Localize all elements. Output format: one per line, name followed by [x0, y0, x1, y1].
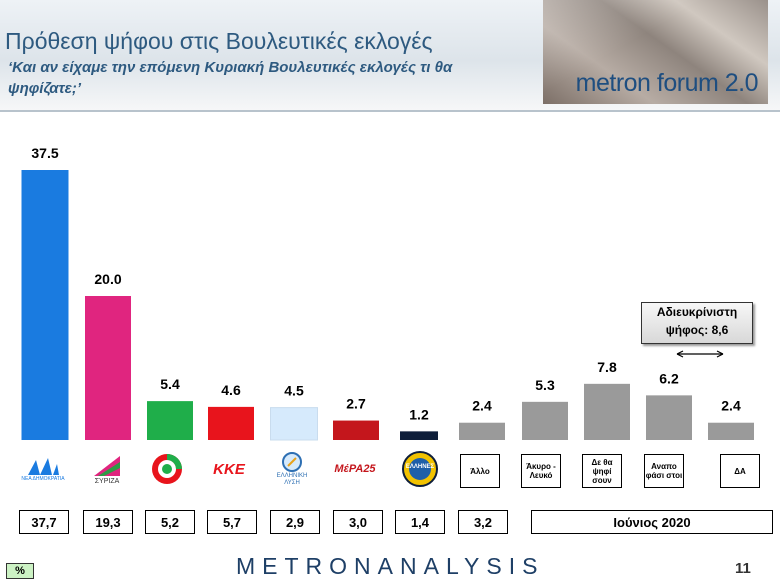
- kke-logo-text: ΚΚΕ: [213, 460, 245, 478]
- nd-logo: ΝΕΑ ΔΗΜΟΚΡΑΤΙΑ: [21, 448, 65, 490]
- bar-elliniki-lysi: [270, 407, 318, 441]
- tag-de-tha-psifisoun: Δε θα ψηφί σουν: [582, 454, 622, 488]
- previous-value-nd: 37,7: [19, 510, 69, 534]
- bar-nd: [21, 170, 69, 440]
- previous-value-kke: 5,7: [207, 510, 257, 534]
- bar-chart: 37.5 20.0 5.4 4.6 4.5 2.7 1.2 2.4 5.3 7.8 6.2 2.4: [21, 145, 754, 441]
- syriza-logo: ΣΥΡΙΖΑ: [86, 448, 128, 490]
- mera25-logo: ΜέΡΑ25: [332, 448, 378, 490]
- page-number: 11: [735, 560, 751, 577]
- value-label-ellines: 1.2: [409, 406, 429, 422]
- bar-anapofasistoi: [646, 395, 692, 440]
- bar-allo: [459, 422, 505, 440]
- value-label-elliniki-lysi: 4.5: [284, 383, 304, 399]
- header-divider: [0, 110, 780, 112]
- value-label-kke: 4.6: [221, 382, 241, 398]
- undecided-annotation: Αδιευκρίνιστη ψήφος: 8,6: [641, 302, 753, 344]
- bar-syriza: [85, 296, 131, 440]
- syriza-logo-text: ΣΥΡΙΖΑ: [94, 477, 120, 485]
- tag-akyro-lefko: Άκυρο - Λευκό: [521, 454, 561, 488]
- bar-da: [708, 422, 754, 440]
- elliniki-lysi-logo-text: ΕΛΛΗΝΙΚΗ ΛΥΣΗ: [276, 473, 308, 486]
- previous-value-ellines: 1,4: [395, 510, 445, 534]
- mera25-logo-text: ΜέΡΑ25: [334, 463, 376, 475]
- page-subtitle: ‘Και αν είχαμε την επόμενη Κυριακή Βουλε…: [8, 59, 453, 97]
- page-title: Πρόθεση ψήφου στις Βουλευτικές εκλογές: [5, 28, 433, 54]
- footer-logo: METRONANALYSIS: [236, 553, 545, 579]
- tag-da: ΔΑ: [720, 454, 760, 488]
- previous-value-elliniki-lysi: 2,9: [270, 510, 320, 534]
- ellines-logo-text: ΕΛΛΗΝΕΣ: [405, 464, 435, 470]
- value-label-nd: 37.5: [31, 145, 58, 161]
- bar-mera25: [333, 420, 379, 440]
- previous-value-allo: 3,2: [458, 510, 508, 534]
- annotation-arrowhead-right: [716, 350, 724, 358]
- nd-logo-text: ΝΕΑ ΔΗΜΟΚΡΑΤΙΑ: [21, 476, 65, 482]
- previous-period-label: Ιούνιος 2020: [531, 510, 773, 534]
- previous-value-kinal: 5,2: [145, 510, 195, 534]
- value-label-akyro-lefko: 5.3: [535, 377, 555, 393]
- bar-de-tha-psifisoun: [584, 383, 630, 440]
- value-label-anapofasistoi: 6.2: [659, 370, 679, 386]
- banner-text: metron forum 2.0: [575, 69, 759, 97]
- kke-logo: ΚΚΕ: [208, 448, 250, 490]
- elliniki-lysi-logo: ΕΛΛΗΝΙΚΗ ΛΥΣΗ: [270, 448, 314, 490]
- tag-anapofasistoi: Αναπο φάσι στοι: [644, 454, 684, 488]
- kinal-logo: [146, 448, 188, 490]
- ellines-logo: ΕΛΛΗΝΕΣ: [397, 448, 443, 490]
- value-label-mera25: 2.7: [346, 396, 366, 412]
- value-label-da: 2.4: [721, 398, 741, 414]
- bar-akyro-lefko: [522, 401, 568, 440]
- value-label-syriza: 20.0: [94, 271, 121, 287]
- tag-allo: Άλλο: [460, 454, 500, 488]
- previous-value-mera25: 3,0: [333, 510, 383, 534]
- bar-ellines: [400, 431, 438, 440]
- bar-kinal: [147, 401, 193, 440]
- bar-kke: [208, 406, 254, 440]
- value-label-de-tha-psifisoun: 7.8: [597, 359, 617, 375]
- banner-image: metron forum 2.0: [543, 0, 768, 104]
- percent-badge: %: [6, 563, 34, 579]
- previous-value-syriza: 19,3: [83, 510, 133, 534]
- value-label-allo: 2.4: [472, 398, 492, 414]
- value-label-kinal: 5.4: [160, 376, 180, 392]
- annotation-arrowhead-left: [676, 350, 684, 358]
